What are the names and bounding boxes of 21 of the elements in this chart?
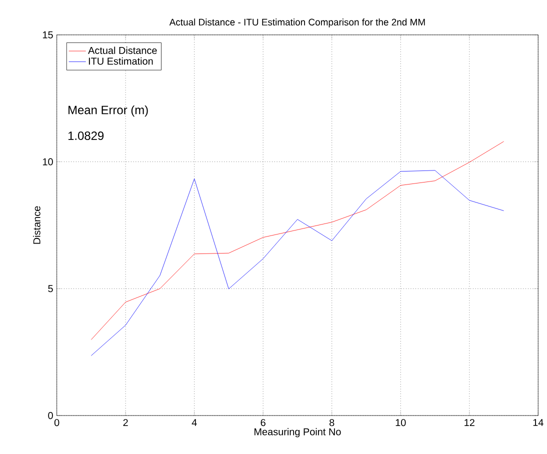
annotation: Mean Error (m) bbox=[68, 105, 148, 116]
x-tick-label: 2 bbox=[123, 418, 128, 426]
x-tick-label: 0 bbox=[54, 418, 60, 426]
x-tick-label: 10 bbox=[396, 418, 406, 426]
annotation: 1.0829 bbox=[68, 131, 104, 140]
y-axis-title: Distance bbox=[33, 206, 40, 244]
line-series bbox=[90, 170, 504, 356]
legend-label: ITU Estimation bbox=[88, 57, 153, 64]
x-tick-label: 14 bbox=[533, 418, 544, 426]
chart-title: Actual Distance - ITU Estimation Comparison for the 2nd MM bbox=[169, 18, 425, 28]
y-tick-label: 5 bbox=[48, 284, 53, 292]
x-tick-label: 4 bbox=[192, 418, 197, 426]
x-axis-title: Measuring Point No bbox=[254, 428, 341, 438]
y-tick-label: 15 bbox=[42, 31, 53, 38]
y-tick-label: 0 bbox=[48, 412, 53, 419]
y-tick-label: 10 bbox=[42, 158, 53, 166]
legend-label: Actual Distance bbox=[88, 46, 157, 54]
x-tick-label: 6 bbox=[260, 418, 266, 426]
x-tick-label: 8 bbox=[330, 418, 334, 426]
line-series bbox=[90, 141, 504, 340]
x-tick-label: 12 bbox=[464, 418, 474, 426]
